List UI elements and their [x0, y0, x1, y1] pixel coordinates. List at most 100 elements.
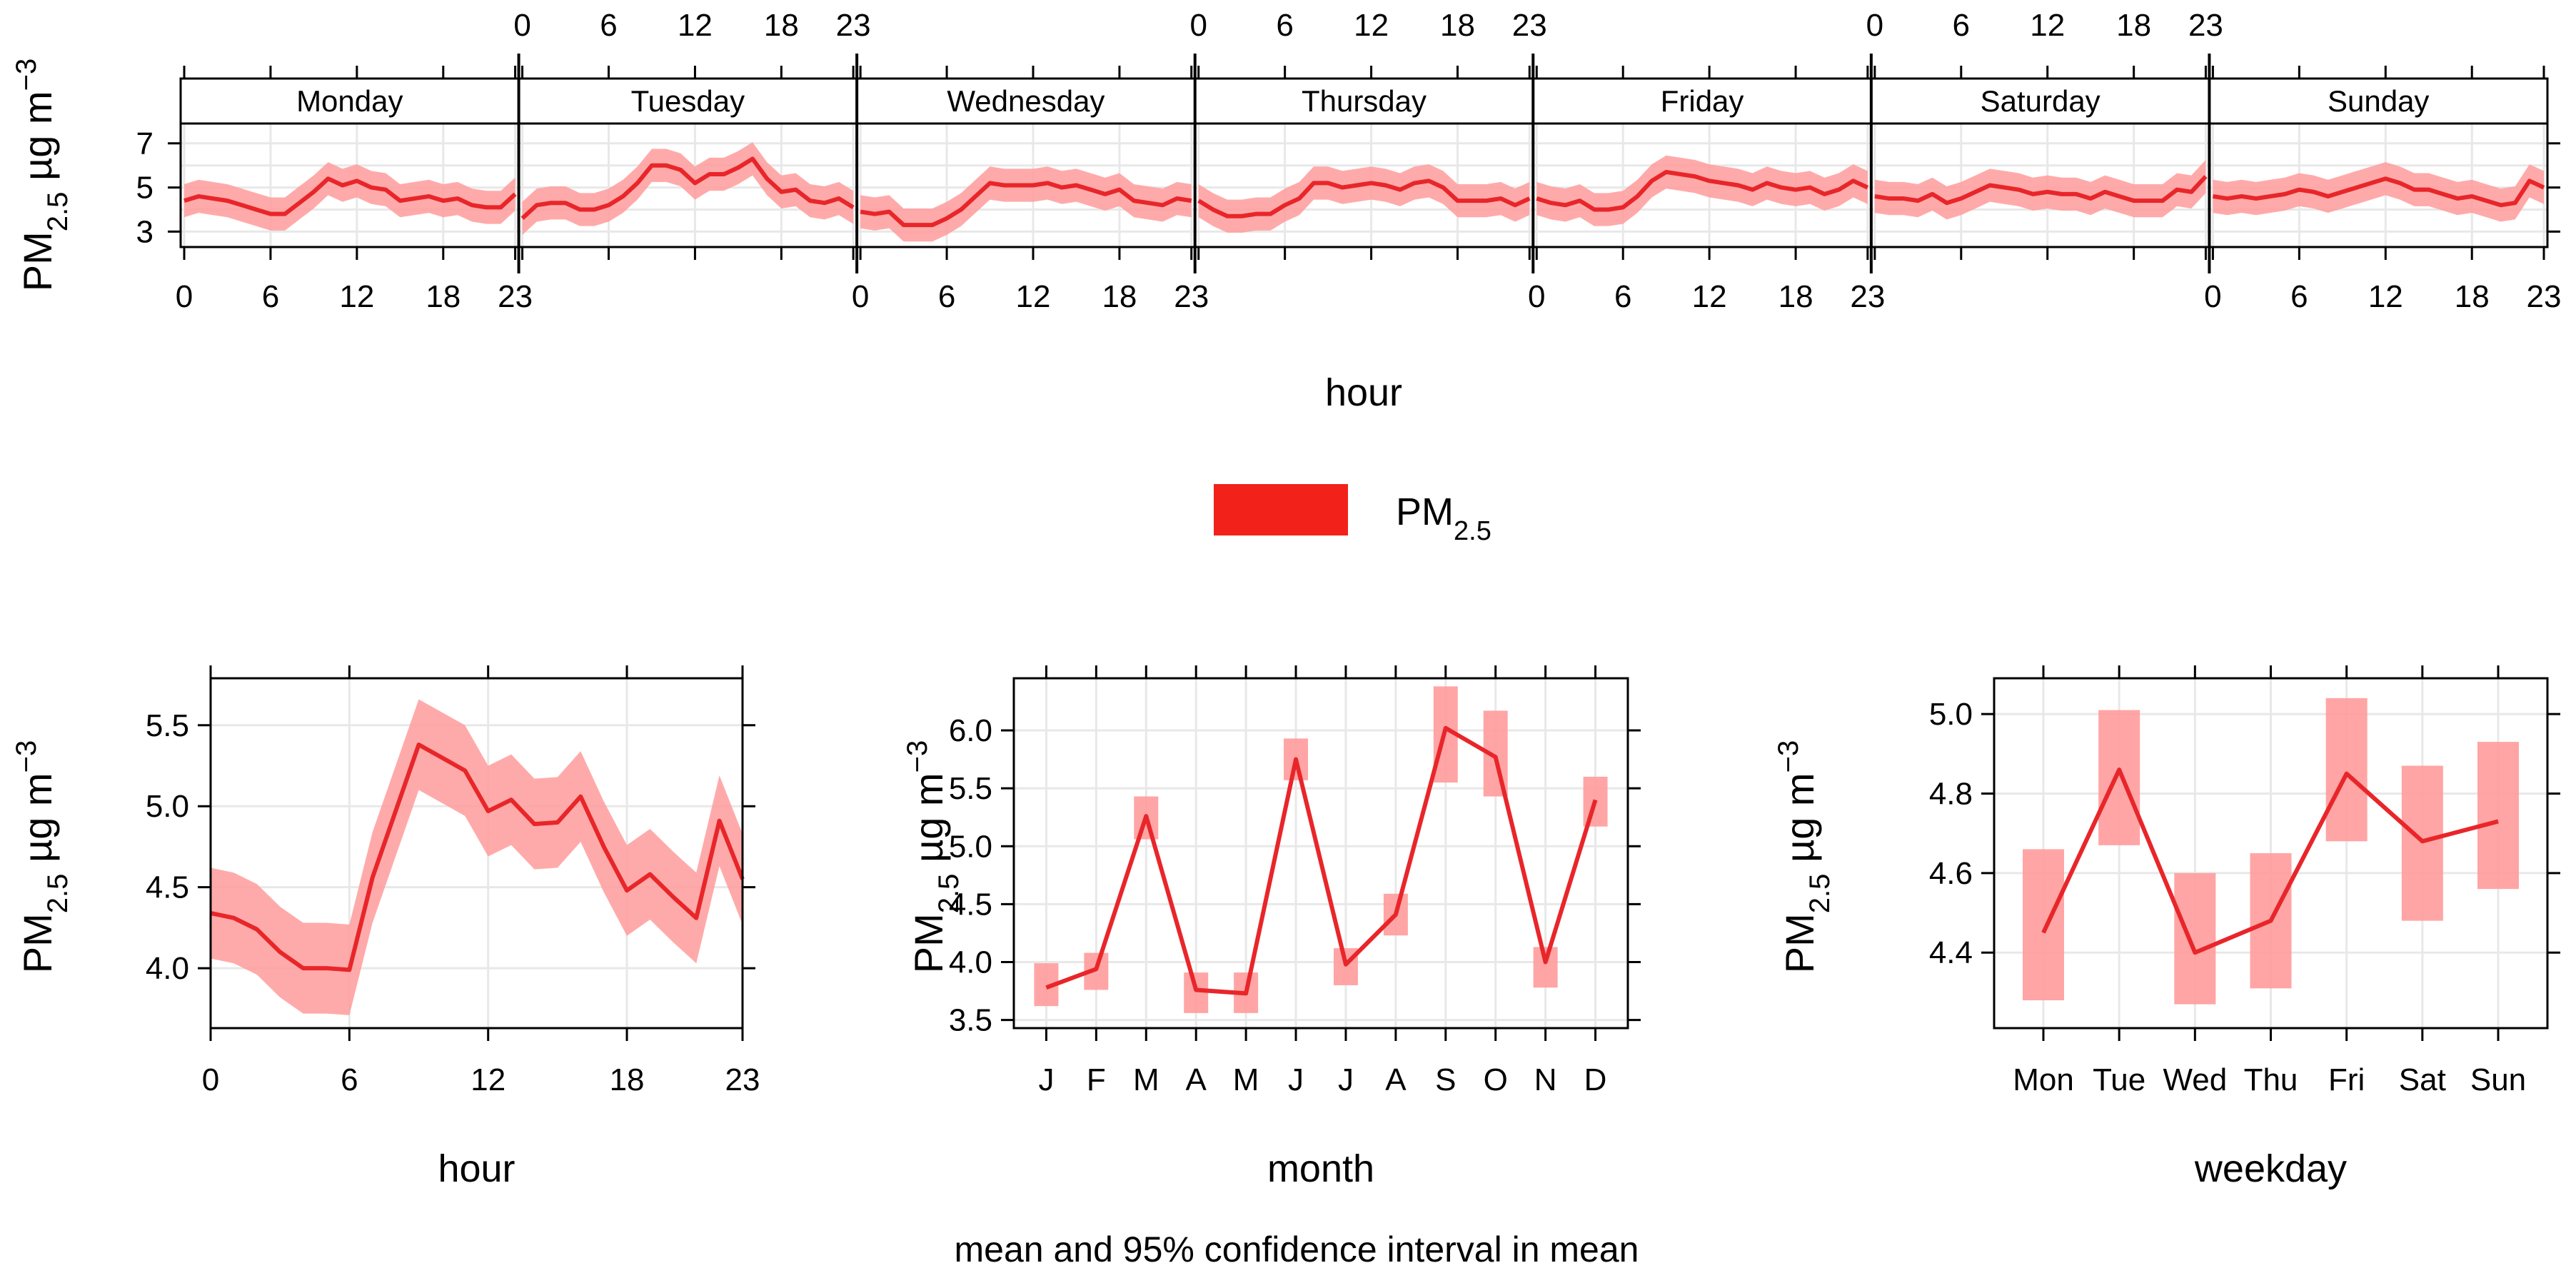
- weekly-y-tick-label: 3: [136, 214, 154, 249]
- weekday-x-tick-label: Tue: [2093, 1062, 2145, 1097]
- month-x-axis-title: month: [1267, 1147, 1374, 1190]
- weekly-x-tick-label: 6: [2290, 279, 2308, 314]
- weekly-ci-band-saturday: [1874, 159, 2206, 220]
- month-frame: [1012, 677, 1629, 1030]
- weekday-x-axis-title: weekday: [2194, 1147, 2347, 1190]
- month-x-tick-label: F: [1087, 1062, 1106, 1097]
- weekly-y-axis-title-part: µg m: [15, 91, 60, 191]
- hour-x-tick-label: 0: [202, 1062, 219, 1097]
- legend-label: PM2.5: [1396, 490, 1491, 546]
- weekday-ci-bar-wed: [2174, 872, 2216, 1005]
- weekly-ci-band-monday: [184, 162, 515, 231]
- strip-label-sunday: Sunday: [2328, 84, 2429, 118]
- hour-y-axis-title-part: PM: [15, 913, 60, 973]
- weekly-y-tick-label: 5: [136, 171, 154, 206]
- strip-label-saturday: Saturday: [1981, 84, 2100, 118]
- weekly-x-tick-label: 6: [1953, 8, 1970, 43]
- hour-y-tick-label: 4.0: [146, 951, 189, 986]
- weekly-x-tick-label: 18: [764, 8, 799, 43]
- weekly-x-tick-label: 23: [1174, 279, 1209, 314]
- weekday-line: [2041, 768, 2499, 955]
- weekly-line-thursday: [1197, 178, 1531, 218]
- month-y-tick-label: 5.5: [949, 771, 992, 806]
- weekly-x-tick-label: 6: [262, 279, 279, 314]
- weekly-chart: Monday Tuesday Wednesday Thursday Friday Satu…: [11, 8, 2561, 414]
- hour-ci-band: [211, 699, 743, 1015]
- weekly-y-axis-title-part: PM: [15, 231, 60, 291]
- month-y-axis-title-part: 2.5: [933, 874, 965, 914]
- weekday-y-axis-title-part: 2.5: [1804, 874, 1836, 914]
- legend-label-main: PM: [1396, 490, 1454, 533]
- weekly-y-tick-label: 7: [136, 126, 154, 161]
- weekly-ci-band-tuesday: [522, 142, 854, 236]
- hour-x-tick-label: 23: [725, 1062, 760, 1097]
- weekday-ci-bar-tue: [2098, 710, 2140, 845]
- weekday-y-tick-label: 5.0: [1929, 697, 1973, 732]
- legend-swatch: [1214, 484, 1348, 535]
- weekly-x-tick-label: 23: [1850, 279, 1885, 314]
- strip-label-thursday: Thursday: [1302, 84, 1427, 118]
- weekly-y-axis-title-part: 2.5: [42, 192, 74, 232]
- weekly-x-tick-label: 18: [1440, 8, 1475, 43]
- month-y-tick-label: 5.0: [949, 829, 992, 864]
- weekly-x-tick-label: 18: [1102, 279, 1137, 314]
- month-x-tick-label: M: [1133, 1062, 1159, 1097]
- weekly-y-axis-title: PM2.5 µg m−3: [11, 59, 74, 291]
- hour-x-tick-label: 6: [341, 1062, 358, 1097]
- month-x-tick-label: J: [1038, 1062, 1054, 1097]
- month-y-axis-title-part: −3: [902, 740, 933, 773]
- month-x-tick-label: S: [1435, 1062, 1456, 1097]
- bottom-title: mean and 95% confidence interval in mean: [955, 1229, 1639, 1269]
- strip-label-tuesday: Tuesday: [631, 84, 745, 118]
- hour-line: [210, 743, 745, 972]
- weekday-ci-bar-mon: [2023, 849, 2065, 1001]
- weekly-line-sunday: [2212, 176, 2545, 208]
- month-line: [1045, 725, 1598, 996]
- month-y-axis-title-part: µg m: [906, 773, 951, 873]
- weekday-y-tick-label: 4.8: [1929, 776, 1973, 811]
- month-x-tick-label: A: [1385, 1062, 1407, 1097]
- weekday-x-tick-label: Fri: [2328, 1062, 2365, 1097]
- month-x-tick-label: J: [1338, 1062, 1354, 1097]
- weekly-line-saturday: [1874, 175, 2208, 206]
- month-chart: 3.54.04.55.05.56.0J F M A M J J A S O N DmonthPM2.5…: [902, 665, 1641, 1190]
- weekly-x-tick-label: 18: [2455, 279, 2490, 314]
- month-ci-bar-a: [1184, 972, 1209, 1013]
- strip-label-wednesday: Wednesday: [947, 84, 1105, 118]
- weekly-ci-band-sunday: [2213, 162, 2544, 222]
- weekly-x-tick-label: 23: [836, 8, 871, 43]
- hour-x-tick-label: 18: [610, 1062, 645, 1097]
- weekday-y-tick-label: 4.6: [1929, 856, 1973, 891]
- weekday-y-axis-title-part: PM: [1777, 913, 1822, 973]
- weekly-frame: [179, 122, 2549, 248]
- weekday-x-tick-label: Wed: [2163, 1062, 2227, 1097]
- hour-y-tick-label: 4.5: [146, 870, 189, 905]
- weekly-x-tick-label: 12: [678, 8, 713, 43]
- weekday-ci-bar-fri: [2325, 698, 2368, 842]
- month-x-tick-label: J: [1288, 1062, 1304, 1097]
- weekday-y-axis-title-part: µg m: [1777, 773, 1822, 873]
- weekly-x-tick-label: 0: [1528, 279, 1545, 314]
- weekday-chart: 4.4 4.6 4.8 5.0 Mon Tue Wed Thu Fri Sat Sun weekday…: [1773, 665, 2560, 1190]
- hour-y-axis-title: PM2.5 µg m−3: [11, 740, 74, 973]
- weekly-ci-band-wednesday: [860, 166, 1192, 242]
- month-x-tick-label: A: [1186, 1062, 1207, 1097]
- month-y-tick-label: 3.5: [949, 1003, 992, 1038]
- month-y-axis-title: PM2.5 µg m−3: [902, 740, 965, 973]
- weekly-x-tick-label: 23: [1512, 8, 1547, 43]
- weekday-ci-bar-sun: [2477, 742, 2519, 890]
- weekly-x-tick-label: 18: [1778, 279, 1813, 314]
- weekly-x-tick-label: 6: [1614, 279, 1631, 314]
- legend-label-sub: 2.5: [1454, 516, 1491, 546]
- month-x-tick-label: D: [1584, 1062, 1607, 1097]
- weekday-x-tick-label: Sat: [2399, 1062, 2446, 1097]
- hour-x-tick-label: 12: [471, 1062, 505, 1097]
- weekly-x-tick-label: 12: [1354, 8, 1389, 43]
- month-y-axis-title-part: PM: [906, 913, 951, 973]
- weekly-x-tick-label: 12: [1692, 279, 1727, 314]
- weekly-x-tick-label: 0: [2204, 279, 2221, 314]
- weekly-x-tick-label: 0: [176, 279, 193, 314]
- weekly-x-tick-label: 6: [1276, 8, 1293, 43]
- hour-y-axis-title-part: −3: [11, 740, 42, 773]
